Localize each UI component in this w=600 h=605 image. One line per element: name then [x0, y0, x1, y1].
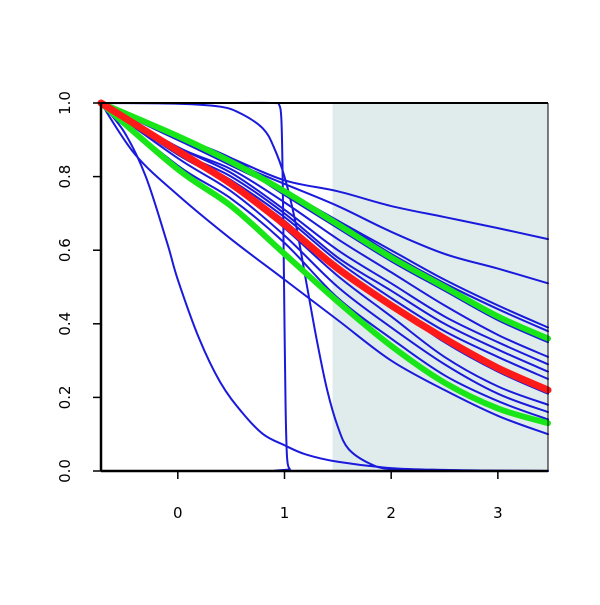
series-line-18	[98, 100, 551, 342]
x-tick-label: 2	[386, 504, 396, 522]
series-line-7	[100, 102, 549, 366]
series-line-20	[97, 99, 552, 394]
y-tick-label: 0.6	[56, 238, 74, 262]
x-tick-label: 1	[280, 504, 290, 522]
y-tick-label: 1.0	[56, 91, 74, 115]
series-line-19	[98, 100, 551, 427]
series-line-12	[100, 102, 549, 414]
series-line-5	[100, 102, 549, 344]
y-tick-label: 0.2	[56, 385, 74, 409]
y-tick-label: 0.4	[56, 312, 74, 336]
y-tick-label: 0.0	[56, 459, 74, 483]
series-line-16	[100, 102, 549, 472]
y-tick-label: 0.8	[56, 165, 74, 189]
x-tick-label: 3	[493, 504, 503, 522]
x-tick-label: 0	[173, 504, 183, 522]
